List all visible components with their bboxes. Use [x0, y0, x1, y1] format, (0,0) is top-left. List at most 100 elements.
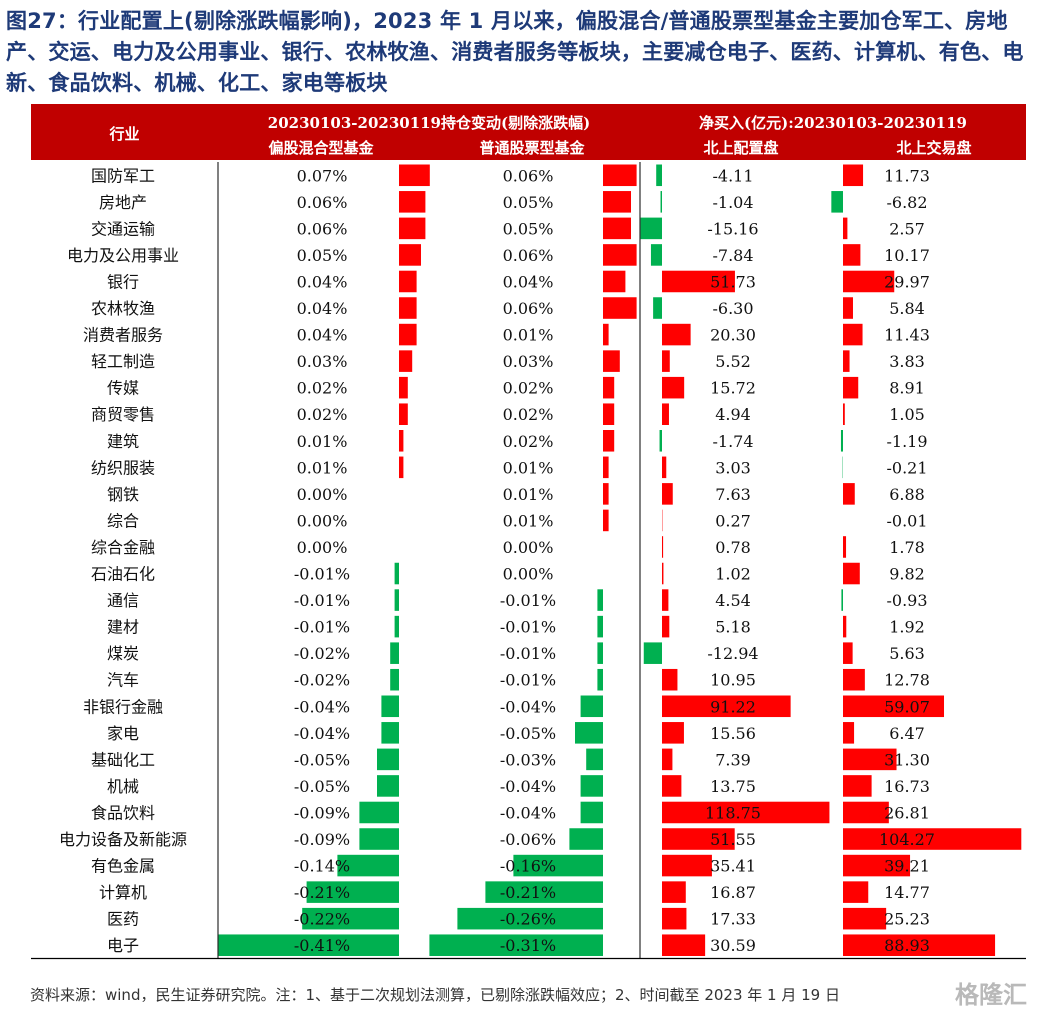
- bar-stock-fund: [597, 615, 603, 638]
- value-label-mixed: -0.02%: [294, 671, 350, 690]
- bar-mixed-fund: [218, 934, 399, 956]
- industry-label: 农林牧渔: [91, 299, 155, 318]
- value-label-nb_alloc: 51.73: [710, 272, 756, 291]
- bar-northbound-trading: [843, 775, 872, 797]
- value-label-nb_trade: 6.88: [889, 485, 925, 504]
- bar-mixed-fund: [399, 270, 417, 293]
- value-label-mixed: 0.04%: [297, 326, 348, 345]
- bar-northbound-allocation: [643, 642, 662, 664]
- value-label-nb_alloc: -12.94: [707, 644, 758, 663]
- industry-label: 建材: [107, 618, 139, 637]
- value-label-nb_alloc: -1.04: [712, 193, 753, 212]
- value-label-nb_trade: -6.82: [886, 193, 927, 212]
- value-label-nb_trade: 59.07: [884, 697, 930, 716]
- bar-mixed-fund: [399, 297, 417, 319]
- value-label-nb_trade: 11.43: [884, 326, 930, 345]
- value-label-nb_trade: 9.82: [889, 565, 925, 584]
- bar-stock-fund: [569, 828, 603, 850]
- bar-stock-fund: [603, 403, 615, 425]
- bar-northbound-trading: [843, 536, 847, 558]
- value-label-nb_alloc: 5.18: [715, 618, 751, 637]
- bar-stock-fund: [603, 456, 609, 479]
- bar-stock-fund: [586, 748, 603, 771]
- value-label-stock: -0.01%: [500, 671, 556, 690]
- bar-stock-fund: [603, 350, 620, 372]
- value-label-stock: 0.00%: [503, 538, 554, 557]
- value-label-nb_trade: 2.57: [889, 219, 925, 238]
- value-label-stock: 0.01%: [503, 326, 554, 345]
- value-label-stock: 0.03%: [503, 352, 554, 371]
- bar-stock-fund: [513, 854, 603, 877]
- bar-northbound-allocation: [662, 323, 691, 346]
- value-label-nb_alloc: 118.75: [705, 803, 761, 822]
- bar-northbound-trading: [843, 270, 895, 293]
- industry-label: 轻工制造: [91, 352, 155, 371]
- value-label-nb_trade: 1.92: [889, 618, 925, 637]
- industry-label: 电力设备及新能源: [59, 830, 187, 849]
- value-label-nb_alloc: 35.41: [710, 857, 756, 876]
- table-header: 行业 20230103-20230119持仓变动(剔除涨跌幅) 净买入(亿元):20…: [31, 104, 1026, 160]
- value-label-nb_alloc: 20.30: [710, 326, 756, 345]
- value-label-nb_alloc: 4.94: [715, 405, 751, 424]
- value-label-mixed: -0.01%: [294, 591, 350, 610]
- bar-mixed-fund: [390, 642, 399, 664]
- bar-northbound-allocation: [662, 376, 685, 399]
- value-label-nb_alloc: 15.72: [710, 379, 756, 398]
- bar-mixed-fund: [399, 217, 426, 240]
- bar-northbound-allocation: [662, 907, 687, 930]
- bar-northbound-trading: [843, 244, 861, 266]
- bar-northbound-allocation: [662, 536, 664, 558]
- chart-title: 图27：行业配置上(剔除涨跌幅影响)，2023 年 1 月以来，偏股混合/普通股…: [6, 9, 1024, 95]
- bar-stock-fund: [603, 191, 631, 213]
- industry-label: 医药: [107, 910, 139, 929]
- bar-stock-fund: [603, 164, 637, 187]
- industry-label: 交通运输: [91, 219, 155, 238]
- industry-label: 传媒: [107, 379, 139, 398]
- industry-label: 计算机: [99, 883, 147, 902]
- value-label-mixed: 0.01%: [297, 432, 348, 451]
- bar-northbound-trading: [843, 164, 864, 187]
- value-label-nb_trade: 12.78: [884, 671, 930, 690]
- bar-northbound-allocation: [662, 483, 673, 505]
- value-label-nb_alloc: 13.75: [710, 777, 756, 796]
- industry-label: 石油石化: [91, 565, 155, 584]
- bar-mixed-fund: [399, 191, 426, 213]
- industry-label: 国防军工: [91, 166, 155, 185]
- header-column-4: 北上交易盘: [896, 139, 971, 157]
- bar-mixed-fund: [377, 748, 399, 771]
- watermark-logo: 格隆汇: [955, 981, 1027, 1009]
- value-label-mixed: -0.09%: [294, 803, 350, 822]
- bar-stock-fund: [603, 376, 615, 399]
- bar-mixed-fund: [381, 695, 399, 718]
- value-label-nb_trade: 8.91: [889, 379, 925, 398]
- industry-label: 非银行金融: [83, 697, 163, 716]
- value-label-nb_trade: 5.63: [889, 644, 925, 663]
- industry-label: 有色金属: [91, 857, 155, 876]
- bar-mixed-fund: [394, 615, 399, 638]
- industry-label: 纺织服装: [91, 458, 155, 477]
- value-label-stock: -0.06%: [500, 830, 556, 849]
- bar-northbound-trading: [843, 854, 911, 877]
- value-label-nb_trade: 31.30: [884, 750, 930, 769]
- bar-mixed-fund: [337, 854, 399, 877]
- bar-northbound-trading: [843, 350, 850, 372]
- value-label-mixed: 0.07%: [297, 166, 348, 185]
- bar-stock-fund: [603, 509, 609, 532]
- bar-stock-fund: [429, 934, 603, 956]
- value-label-mixed: 0.06%: [297, 219, 348, 238]
- industry-label: 家电: [107, 724, 139, 743]
- value-label-mixed: -0.01%: [294, 565, 350, 584]
- value-label-stock: -0.04%: [500, 697, 556, 716]
- value-label-nb_alloc: 0.78: [715, 538, 751, 557]
- value-label-nb_alloc: 7.39: [715, 750, 751, 769]
- bar-northbound-allocation: [662, 934, 706, 956]
- bar-stock-fund: [580, 695, 603, 718]
- value-label-stock: 0.05%: [503, 219, 554, 238]
- data-table-chart: 行业 20230103-20230119持仓变动(剔除涨跌幅) 净买入(亿元):20…: [31, 104, 1026, 960]
- header-industry: 行业: [108, 125, 139, 143]
- bar-northbound-trading: [843, 297, 853, 319]
- bar-northbound-allocation: [662, 695, 791, 718]
- bar-mixed-fund: [399, 376, 408, 399]
- value-label-mixed: 0.02%: [297, 405, 348, 424]
- bar-mixed-fund: [359, 828, 399, 850]
